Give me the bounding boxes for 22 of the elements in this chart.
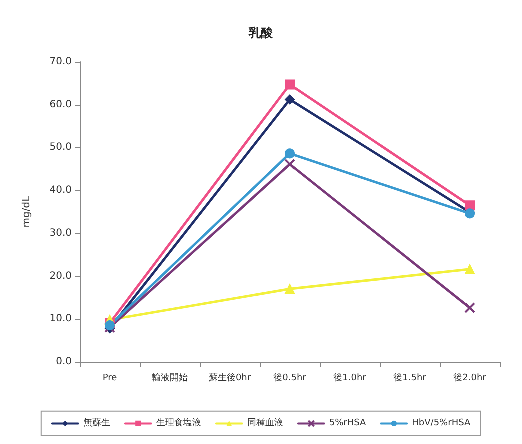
x-tick-label: 輸液開始 [152, 372, 188, 384]
legend-label: 生理食塩液 [156, 418, 202, 429]
y-tick-label: 30.0 [50, 228, 72, 239]
y-tick-label: 40.0 [50, 185, 72, 196]
x-tick-label: 後1.0hr [334, 372, 367, 384]
legend-label: HbV/5%rHSA [412, 418, 472, 429]
y-tick-label: 20.0 [50, 270, 72, 282]
x-tick-label: 蘇生後0hr [208, 372, 252, 384]
x-tick-label: 後1.5hr [394, 372, 427, 384]
y-tick-label: 0.0 [56, 356, 72, 368]
x-tick-label: 後2.0hr [454, 372, 487, 384]
legend-label: 同種血液 [247, 418, 284, 429]
legend-label: 5%rHSA [329, 418, 368, 429]
chart-title: 乳酸 [248, 26, 274, 40]
y-tick-label: 50.0 [50, 142, 72, 154]
y-axis-title: mg/dL [22, 196, 32, 228]
y-tick-label: 10.0 [50, 314, 72, 325]
x-tick-label: 後0.5hr [274, 372, 307, 384]
x-tick-label: Pre [102, 374, 118, 384]
y-tick-label: 60.0 [50, 99, 72, 110]
legend-label: 無蘇生 [83, 418, 110, 429]
y-tick-label: 70.0 [50, 56, 72, 68]
